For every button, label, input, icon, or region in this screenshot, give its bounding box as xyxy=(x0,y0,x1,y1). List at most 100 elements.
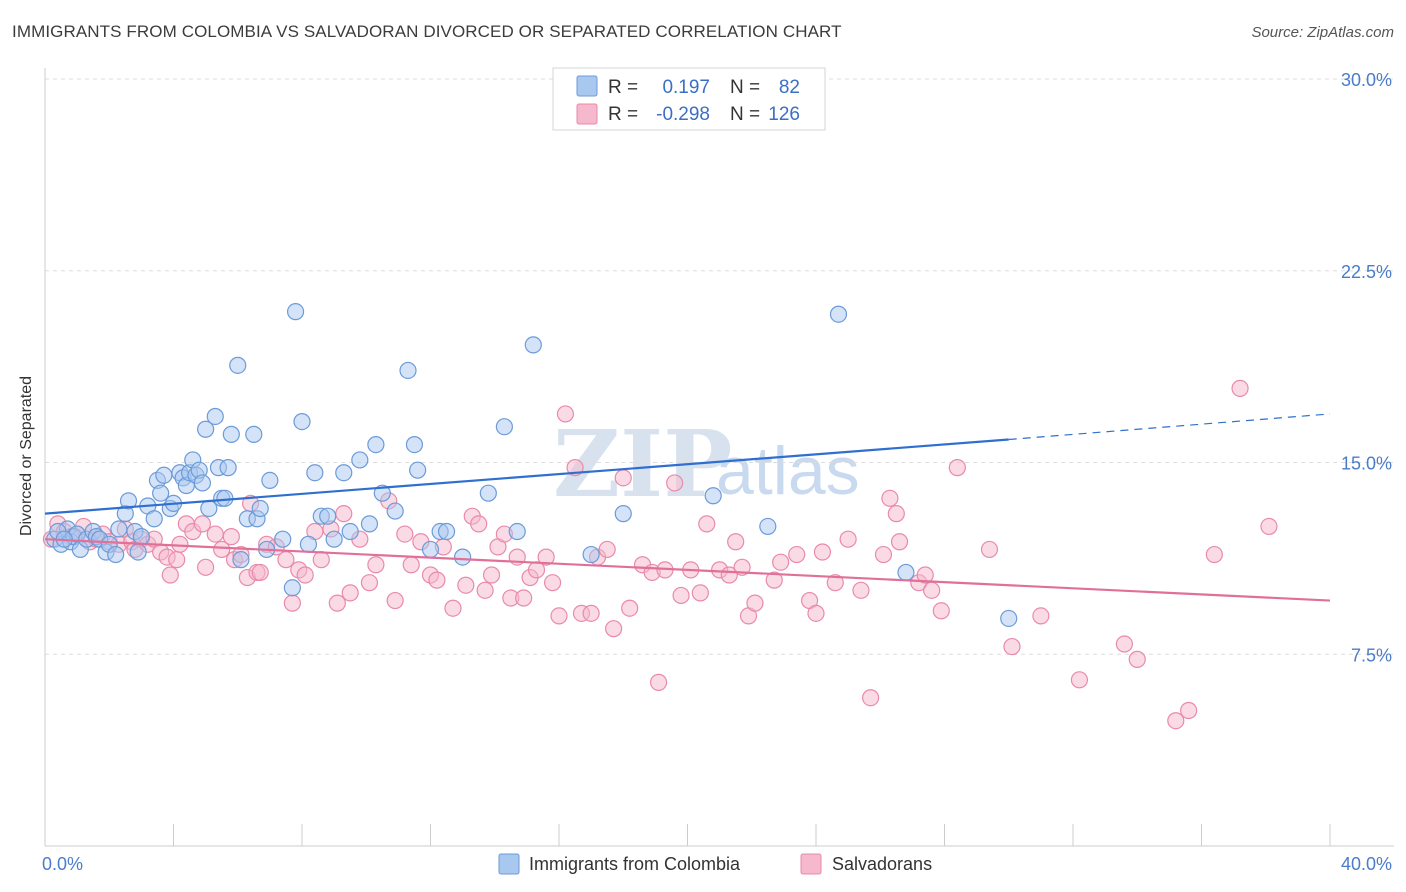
stats-pink-n-label: N = xyxy=(730,104,760,125)
colombia-point-82 xyxy=(829,305,848,323)
salvadorans-point-44 xyxy=(328,594,346,612)
salvadorans-point-121 xyxy=(1115,635,1134,653)
stats-box-frame xyxy=(552,67,826,131)
colombia-point-76 xyxy=(508,522,526,541)
salvadorans-point-116 xyxy=(948,459,966,477)
stats-blue-swatch xyxy=(576,75,598,97)
x-tick-labels: 0.0% 40.0% xyxy=(42,854,1392,874)
legend: Immigrants from Colombia Salvadorans xyxy=(498,853,932,875)
colombia-point-42 xyxy=(222,425,240,443)
salvadorans-point-48 xyxy=(360,574,379,592)
salvadorans-point-118 xyxy=(1003,637,1021,656)
salvadorans-point-61 xyxy=(470,515,488,533)
salvadorans-point-127 xyxy=(1260,517,1278,536)
salvadorans-point-51 xyxy=(386,591,404,610)
colombia-point-41 xyxy=(219,459,237,477)
salvadorans-point-68 xyxy=(515,589,533,607)
salvadorans-point-94 xyxy=(727,533,745,551)
colombia-point-70 xyxy=(421,540,440,559)
colombia-point-64 xyxy=(367,436,385,454)
colombia-point-84 xyxy=(1000,609,1018,628)
colombia-point-37 xyxy=(206,407,224,426)
salvadorans-point-38 xyxy=(283,594,301,612)
salvadorans-point-74 xyxy=(556,405,575,423)
salvadorans-point-24 xyxy=(193,515,212,533)
salvadorans-point-117 xyxy=(980,540,999,559)
salvadorans-point-119 xyxy=(1032,607,1050,625)
colombia-point-77 xyxy=(524,336,542,354)
colombia-point-46 xyxy=(245,425,263,443)
salvadorans-point-49 xyxy=(367,556,385,574)
salvadorans-point-124 xyxy=(1180,701,1198,720)
colombia-point-69 xyxy=(409,461,427,479)
salvadorans-point-52 xyxy=(396,525,414,543)
salvadorans-point-34 xyxy=(251,563,269,582)
colombia-point-56 xyxy=(306,464,324,482)
salvadorans-point-102 xyxy=(807,604,825,622)
y-tick-label-2: 22.5% xyxy=(1341,262,1392,282)
salvadorans-point-85 xyxy=(649,673,668,691)
salvadorans-point-53 xyxy=(402,556,420,574)
salvadorans-point-105 xyxy=(839,530,857,548)
colombia-point-75 xyxy=(495,418,513,436)
colombia-point-65 xyxy=(373,484,391,502)
axes xyxy=(44,68,1394,847)
colombia-point-55 xyxy=(299,535,318,553)
y-tick-label-3: 30.0% xyxy=(1341,70,1392,90)
salvadorans-point-77 xyxy=(582,604,600,622)
stats-blue-n-value: 82 xyxy=(779,77,800,98)
salvadorans-point-88 xyxy=(672,586,690,605)
salvadorans-point-72 xyxy=(543,574,562,592)
salvadorans-point-25 xyxy=(197,558,215,576)
legend-salvadorans-swatch xyxy=(800,853,822,875)
salvadorans-point-19 xyxy=(161,566,179,584)
colombia-point-43 xyxy=(229,356,247,374)
colombia-point-53 xyxy=(286,303,305,321)
colombia-point-58 xyxy=(319,507,337,525)
watermark: ZIP atlas xyxy=(553,410,860,518)
salvadorans-point-46 xyxy=(341,584,359,602)
salvadorans-point-56 xyxy=(428,571,446,589)
colombia-point-34 xyxy=(193,474,212,492)
colombia-point-79 xyxy=(614,505,632,523)
salvadorans-point-79 xyxy=(598,540,616,559)
salvadorans-point-58 xyxy=(444,599,462,617)
salvadorans-point-100 xyxy=(788,545,806,564)
y-tick-label-1: 15.0% xyxy=(1341,454,1392,474)
colombia-point-68 xyxy=(405,436,424,454)
legend-salvadorans-label: Salvadorans xyxy=(832,854,932,874)
salvadorans-point-115 xyxy=(932,602,950,620)
colombia-point-73 xyxy=(454,548,472,566)
colombia-point-23 xyxy=(152,484,170,502)
salvadorans-point-114 xyxy=(923,581,941,599)
stats-box: R = 0.197 N = 82 R = -0.298 N = 126 xyxy=(552,67,826,131)
salvadorans-point-108 xyxy=(874,545,893,564)
salvadorans-point-63 xyxy=(482,566,501,584)
salvadorans-point-122 xyxy=(1128,650,1146,668)
salvadorans-point-80 xyxy=(605,620,623,638)
salvadorans-point-104 xyxy=(826,574,844,592)
colombia-point-35 xyxy=(197,420,215,438)
colombia-point-48 xyxy=(251,499,269,518)
y-tick-label-0: 7.5% xyxy=(1351,645,1392,665)
y-tick-labels: 7.5% 15.0% 22.5% 30.0% xyxy=(1341,70,1392,665)
colombia-point-83 xyxy=(897,563,915,582)
legend-colombia-swatch xyxy=(498,853,520,875)
colombia-point-81 xyxy=(759,517,777,536)
salvadorans-point-45 xyxy=(335,505,353,523)
salvadorans-point-87 xyxy=(666,474,684,492)
salvadorans-point-91 xyxy=(698,515,716,533)
salvadorans-point-98 xyxy=(765,571,783,589)
colombia-point-66 xyxy=(386,502,404,520)
x-tick-label-min: 0.0% xyxy=(42,854,83,874)
colombia-point-18 xyxy=(129,543,147,561)
salvadorans-point-103 xyxy=(813,543,832,561)
colombia-point-52 xyxy=(283,579,301,597)
salvadorans-point-28 xyxy=(222,528,240,546)
trend-lines xyxy=(44,413,1331,602)
colombia-point-67 xyxy=(399,361,417,380)
colombia-point-72 xyxy=(437,522,456,541)
colombia-point-62 xyxy=(351,451,369,469)
colombia-point-74 xyxy=(479,484,497,502)
colombia-point-44 xyxy=(232,551,250,569)
